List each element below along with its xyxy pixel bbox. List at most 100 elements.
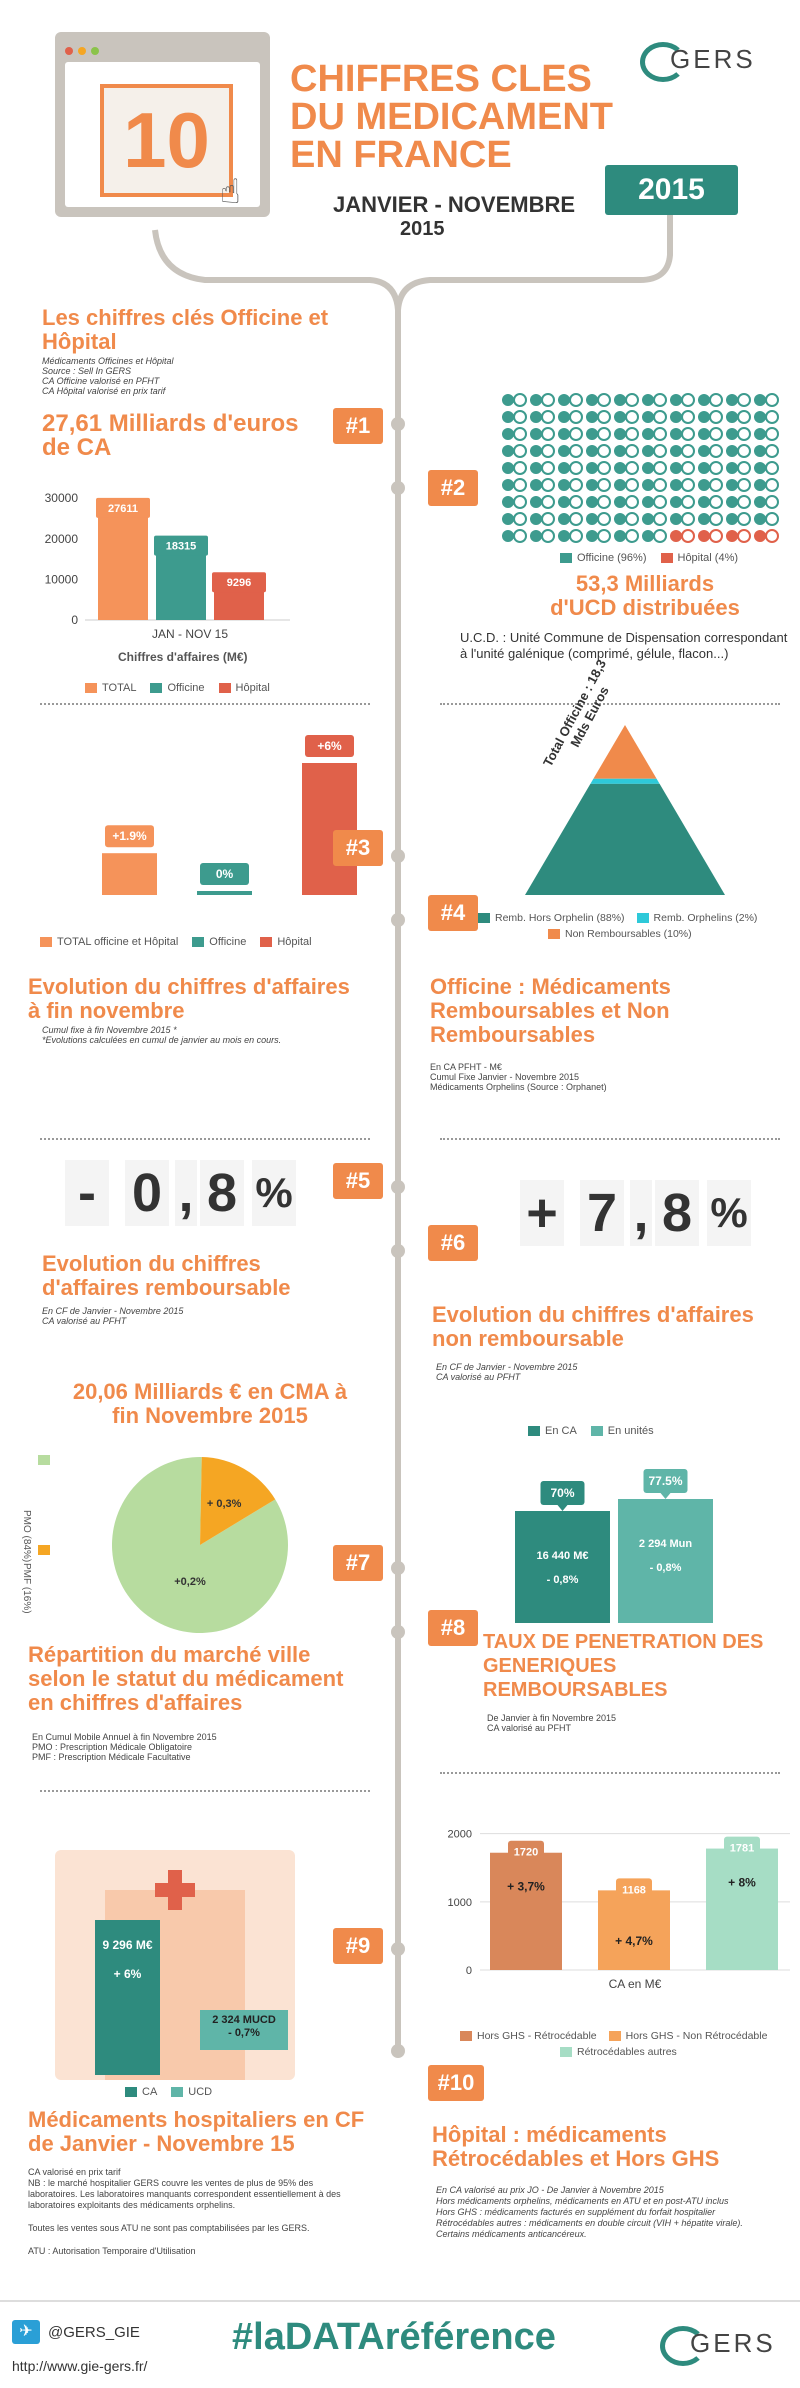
- gen-bar: [515, 1511, 610, 1623]
- pill-left: [558, 513, 570, 525]
- pill-right: [541, 410, 555, 424]
- pill-right: [513, 444, 527, 458]
- legend-total: TOTAL: [85, 682, 136, 694]
- pill-right: [541, 393, 555, 407]
- pill-left: [558, 411, 570, 423]
- chart-evolution-bars: +1.9% 0% +6%: [102, 735, 357, 895]
- pill-left: [670, 513, 682, 525]
- title-line-2: DU MEDICAMENT: [290, 96, 613, 138]
- s6-digit-1: 7: [580, 1180, 624, 1246]
- s2-headline: 53,3 Milliards d'UCD distribuées: [550, 571, 740, 620]
- pill-left: [698, 479, 710, 491]
- node-10: [391, 2044, 405, 2058]
- footer-url[interactable]: http://www.gie-gers.fr/: [12, 2358, 148, 2374]
- pill-left: [530, 394, 542, 406]
- s8-note-1: De Janvier à fin Novembre 2015: [487, 1713, 617, 1723]
- pill-right: [765, 512, 779, 526]
- pill-left: [530, 428, 542, 440]
- pie-pmo-pmf: + 0,3% +0,2%: [112, 1457, 288, 1633]
- pill-right: [709, 512, 723, 526]
- pyramid-officine: [525, 725, 725, 895]
- pill-right: [653, 512, 667, 526]
- pill-right: [653, 495, 667, 509]
- pill-left: [642, 462, 654, 474]
- s1-title: Les chiffres clés Officine et Hôpital: [42, 305, 329, 354]
- evol-label-bg: [200, 863, 249, 885]
- pill-right: [541, 529, 555, 543]
- title-line-1: CHIFFRES CLES: [290, 58, 592, 100]
- badge-3: #3: [333, 830, 383, 866]
- retro-value-label: 1781: [730, 1843, 754, 1855]
- twitter-link[interactable]: ✈ @GERS_GIE: [12, 2320, 140, 2344]
- s5-digit-percent: %: [252, 1160, 296, 1226]
- pill-left: [670, 428, 682, 440]
- pill-right: [737, 393, 751, 407]
- pyramid-slice: [593, 725, 657, 779]
- s7-headline: 20,06 Milliards € en CMA à fin Novembre …: [72, 1379, 348, 1428]
- logo-footer-text: GERS: [690, 2328, 776, 2358]
- pill-right: [625, 529, 639, 543]
- pill-left: [530, 411, 542, 423]
- s9-note-3: Toutes les ventes sous ATU ne sont pas c…: [28, 2223, 310, 2233]
- pill-left: [530, 445, 542, 457]
- pill-left: [502, 428, 514, 440]
- pill-left: [586, 513, 598, 525]
- s4-note-2: Cumul Fixe Janvier - Novembre 2015: [430, 1072, 580, 1082]
- pill-left: [586, 462, 598, 474]
- divider-2: [440, 703, 780, 705]
- pill-right: [541, 495, 555, 509]
- s2-desc: U.C.D. : Unité Commune de Dispensation c…: [460, 630, 788, 661]
- pill-right: [653, 461, 667, 475]
- evol-bar: [197, 891, 252, 895]
- s10-note-2: Hors médicaments orphelins, médicaments …: [436, 2196, 729, 2206]
- logo-top: GERS: [640, 38, 770, 82]
- s9-title: Médicaments hospitaliers en CF de Janvie…: [28, 2107, 365, 2156]
- pill-right: [681, 444, 695, 458]
- legend-pmf: PMF (16%): [21, 1563, 32, 1614]
- s8-title: TAUX DE PENETRATION DES GENERIQUES REMBO…: [483, 1631, 764, 1701]
- retro-value-label: 1168: [622, 1884, 646, 1896]
- pill-right: [597, 444, 611, 458]
- pill-left: [530, 462, 542, 474]
- pill-right: [625, 478, 639, 492]
- node-2: [391, 481, 405, 495]
- pill-right: [653, 444, 667, 458]
- pill-right: [709, 427, 723, 441]
- pill-right: [681, 393, 695, 407]
- pill-right: [625, 427, 639, 441]
- pill-left: [502, 445, 514, 457]
- pill-left: [586, 428, 598, 440]
- pill-right: [737, 512, 751, 526]
- pill-right: [625, 410, 639, 424]
- legend-non-remb: Non Remboursables (10%): [548, 928, 692, 940]
- s5-digit-1: 0: [125, 1160, 169, 1226]
- ucd-pill-grid: [502, 393, 779, 543]
- node-8: [391, 1625, 405, 1639]
- node-5: [391, 1180, 405, 1194]
- chart1-xlabel: Chiffres d'affaires (M€): [118, 650, 248, 664]
- pill-left: [614, 496, 626, 508]
- pill-left: [754, 394, 766, 406]
- bar-value-label: 27611: [108, 503, 138, 515]
- legend-evol-officine: Officine: [192, 936, 246, 948]
- pill-right: [597, 495, 611, 509]
- s6-digit-2: 8: [655, 1180, 699, 1246]
- legend-ucd-hopital: Hôpital (4%): [660, 552, 738, 564]
- node-6: [391, 1244, 405, 1258]
- pill-left: [698, 445, 710, 457]
- pill-right: [569, 410, 583, 424]
- pill-left: [558, 428, 570, 440]
- retro-bar: [598, 1890, 670, 1970]
- pill-left: [586, 496, 598, 508]
- y-tick-label: 2000: [448, 1829, 472, 1841]
- pill-right: [709, 444, 723, 458]
- badge-7: #7: [333, 1545, 383, 1581]
- pill-left: [698, 496, 710, 508]
- bar-label-bg: [212, 572, 266, 593]
- y-tick-label: 0: [466, 1965, 472, 1977]
- gen-inner-value: 2 294 Mun: [639, 1538, 692, 1550]
- pill-right: [653, 393, 667, 407]
- legend-ca: CA: [125, 2086, 157, 2098]
- pill-left: [726, 428, 738, 440]
- pill-left: [698, 394, 710, 406]
